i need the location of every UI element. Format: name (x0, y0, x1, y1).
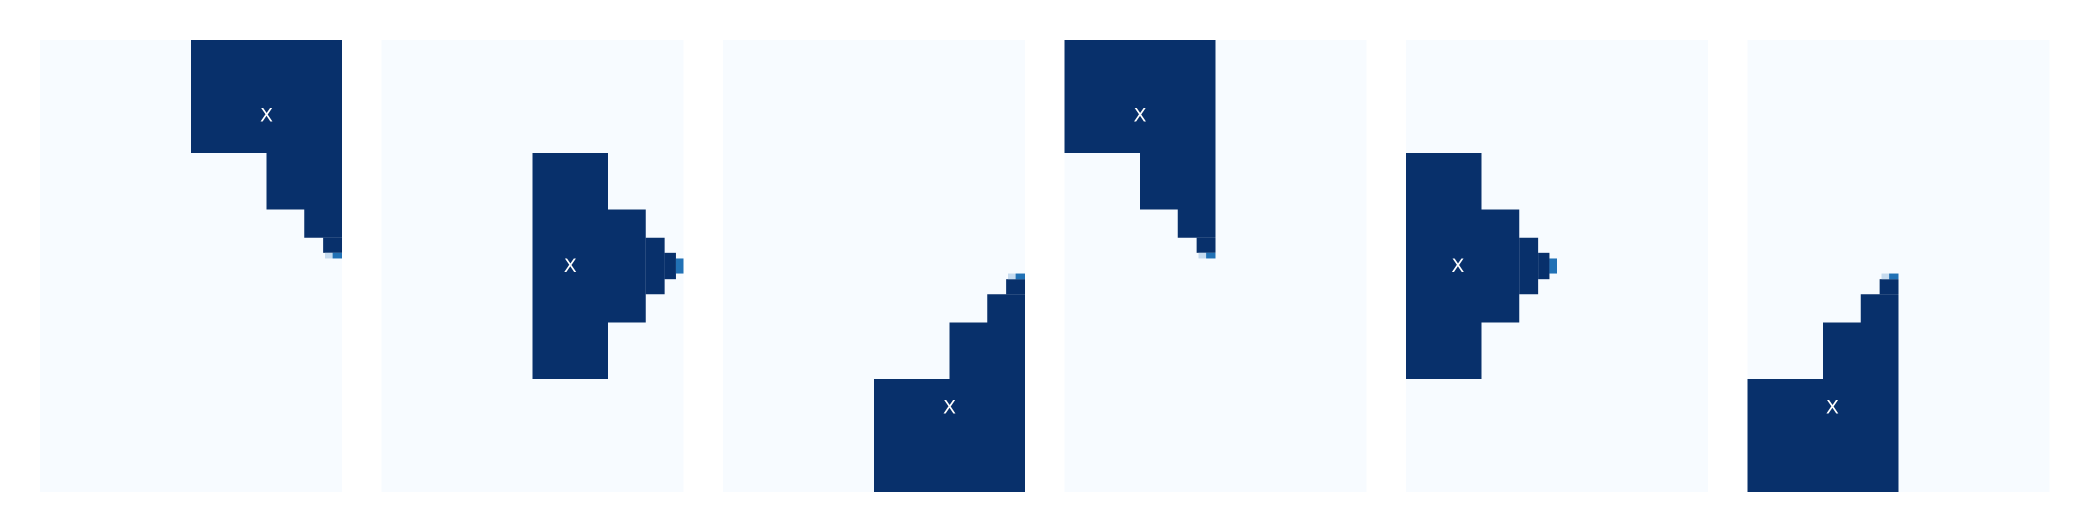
heat-cell (1015, 273, 1025, 280)
heat-cell (1140, 153, 1216, 210)
heat-cell (325, 252, 333, 259)
panel-3: X (723, 40, 1026, 492)
query-marker: X (1826, 396, 1839, 418)
heat-cell (191, 40, 342, 153)
query-marker: X (1451, 255, 1464, 277)
heat-cell (1206, 252, 1216, 259)
panel-4: X (1064, 40, 1367, 492)
query-marker: X (943, 396, 956, 418)
heat-cell (1823, 322, 1899, 379)
heat-cell (645, 237, 665, 295)
heat-cell (532, 153, 608, 379)
heat-cell (1177, 209, 1216, 238)
panel-6: X (1747, 40, 2050, 492)
heat-cell (323, 237, 343, 253)
heat-cell (1879, 279, 1899, 295)
heat-cell (1196, 237, 1216, 253)
heat-cell (1881, 273, 1890, 280)
heat-cell (675, 258, 684, 274)
heat-cell (1481, 209, 1520, 323)
heat-cell (1008, 273, 1016, 280)
heat-cell (304, 209, 342, 238)
query-marker: X (260, 104, 273, 126)
heat-cell (1064, 40, 1216, 153)
panel-5: X (1406, 40, 1708, 492)
heat-cell (1860, 294, 1899, 323)
heat-cell (1006, 279, 1026, 295)
heat-cell (332, 252, 342, 259)
heat-cell (664, 252, 676, 280)
heat-cell (1747, 379, 1899, 492)
heat-cell (608, 209, 646, 323)
panel-2: X (381, 40, 684, 492)
heat-cell (987, 294, 1025, 323)
heat-cell (1889, 273, 1899, 280)
heat-cell (1538, 252, 1550, 280)
panel-1: X (40, 40, 343, 492)
heat-cell (1198, 252, 1207, 259)
heat-cell (266, 153, 342, 210)
heat-cell (949, 322, 1025, 379)
heat-cell (1519, 237, 1539, 295)
heat-cell (1406, 153, 1482, 379)
heat-cell (1549, 258, 1557, 274)
query-marker: X (1133, 104, 1146, 126)
heat-cell (874, 379, 1025, 492)
query-marker: X (564, 255, 577, 277)
